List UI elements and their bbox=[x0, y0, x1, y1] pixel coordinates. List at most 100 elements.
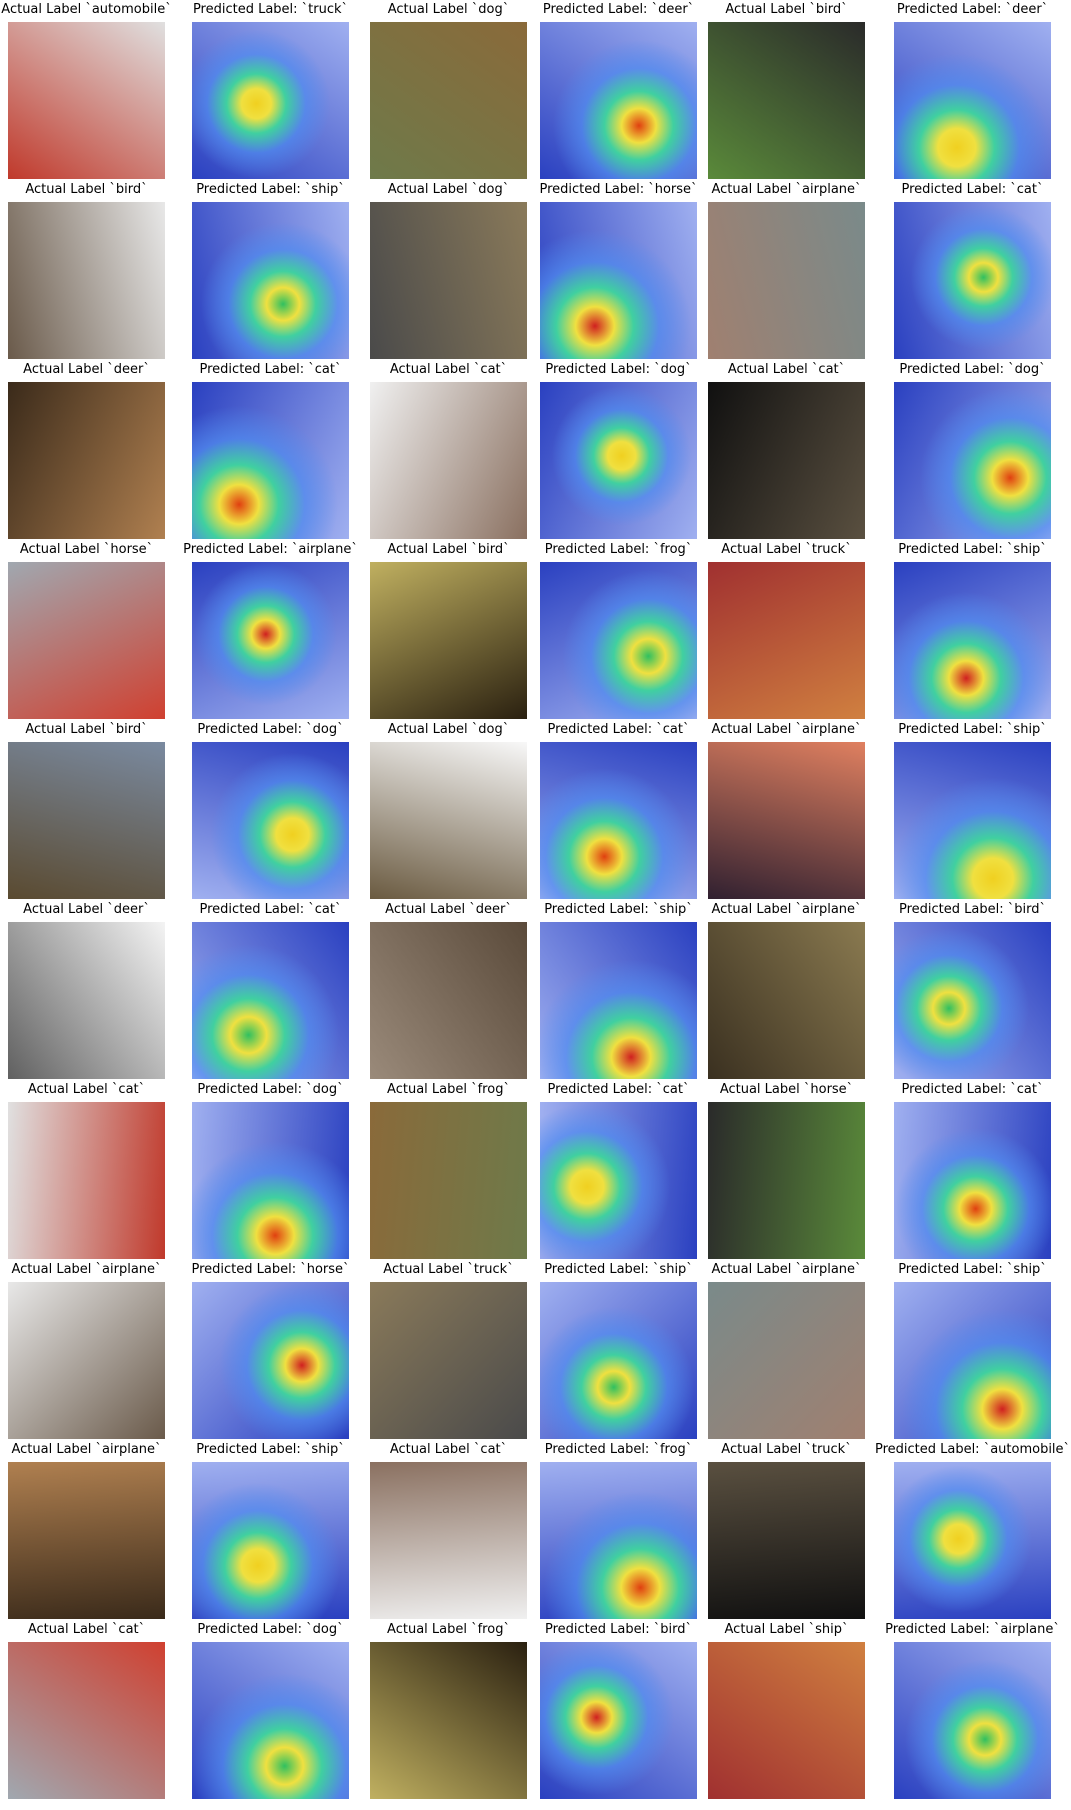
input-image bbox=[8, 202, 165, 359]
input-image bbox=[8, 1642, 165, 1799]
input-image bbox=[708, 382, 865, 539]
gradcam-heatmap bbox=[540, 1462, 697, 1619]
input-image bbox=[370, 382, 527, 539]
input-image bbox=[708, 1282, 865, 1439]
image-title: Predicted Label: `airplane` bbox=[183, 542, 358, 557]
image-title: Predicted Label: `cat` bbox=[901, 1082, 1044, 1097]
image-title: Predicted Label: `deer` bbox=[542, 2, 695, 17]
gradcam-heatmap bbox=[894, 22, 1051, 179]
image-title: Actual Label `automobile` bbox=[1, 2, 172, 17]
image-title: Predicted Label: `horse` bbox=[191, 1262, 350, 1277]
image-title: Actual Label `dog` bbox=[387, 182, 510, 197]
image-title: Actual Label `horse` bbox=[19, 542, 154, 557]
image-title: Actual Label `dog` bbox=[387, 2, 510, 17]
input-image bbox=[370, 922, 527, 1079]
image-title: Actual Label `cat` bbox=[389, 362, 508, 377]
gradcam-heatmap bbox=[540, 742, 697, 899]
image-title: Predicted Label: `dog` bbox=[899, 362, 1046, 377]
image-title: Actual Label `airplane` bbox=[11, 1442, 162, 1457]
image-title: Predicted Label: `cat` bbox=[199, 902, 342, 917]
input-image bbox=[708, 202, 865, 359]
gradcam-heatmap bbox=[540, 1282, 697, 1439]
image-title: Predicted Label: `cat` bbox=[901, 182, 1044, 197]
image-title: Predicted Label: `frog` bbox=[544, 542, 693, 557]
gradcam-heatmap bbox=[894, 922, 1051, 1079]
input-image bbox=[8, 1462, 165, 1619]
image-title: Actual Label `truck` bbox=[383, 1262, 514, 1277]
image-title: Predicted Label: `automobile` bbox=[874, 1442, 1071, 1457]
image-title: Predicted Label: `truck` bbox=[192, 2, 349, 17]
image-title: Actual Label `cat` bbox=[727, 362, 846, 377]
image-title: Actual Label `deer` bbox=[385, 902, 512, 917]
input-image bbox=[370, 1102, 527, 1259]
image-title: Actual Label `airplane` bbox=[11, 1262, 162, 1277]
image-title: Actual Label `deer` bbox=[23, 362, 150, 377]
gradcam-heatmap bbox=[540, 382, 697, 539]
gradcam-heatmap bbox=[192, 382, 349, 539]
gradcam-heatmap bbox=[192, 202, 349, 359]
image-title: Predicted Label: `bird` bbox=[545, 1622, 692, 1637]
input-image bbox=[708, 742, 865, 899]
image-title: Predicted Label: `airplane` bbox=[885, 1622, 1060, 1637]
image-title: Actual Label `bird` bbox=[387, 542, 510, 557]
input-image bbox=[8, 562, 165, 719]
input-image bbox=[370, 562, 527, 719]
image-title: Predicted Label: `dog` bbox=[197, 1082, 344, 1097]
image-title: Actual Label `horse` bbox=[719, 1082, 854, 1097]
image-title: Predicted Label: `cat` bbox=[547, 722, 690, 737]
image-title: Actual Label `frog` bbox=[387, 1082, 510, 1097]
image-title: Predicted Label: `dog` bbox=[197, 722, 344, 737]
gradcam-heatmap bbox=[540, 202, 697, 359]
image-title: Actual Label `airplane` bbox=[711, 722, 862, 737]
image-title: Actual Label `airplane` bbox=[711, 902, 862, 917]
image-title: Predicted Label: `frog` bbox=[544, 1442, 693, 1457]
input-image bbox=[8, 922, 165, 1079]
gradcam-heatmap bbox=[192, 922, 349, 1079]
input-image bbox=[708, 1642, 865, 1799]
gradcam-heatmap bbox=[192, 562, 349, 719]
image-title: Predicted Label: `dog` bbox=[545, 362, 692, 377]
image-title: Actual Label `dog` bbox=[387, 722, 510, 737]
image-title: Actual Label `bird` bbox=[725, 2, 848, 17]
gradcam-heatmap bbox=[192, 1102, 349, 1259]
gradcam-heatmap bbox=[540, 22, 697, 179]
gradcam-heatmap bbox=[540, 562, 697, 719]
image-title: Predicted Label: `bird` bbox=[899, 902, 1046, 917]
gradcam-heatmap bbox=[192, 1282, 349, 1439]
input-image bbox=[8, 742, 165, 899]
gradcam-heatmap bbox=[894, 1102, 1051, 1259]
image-title: Predicted Label: `ship` bbox=[898, 542, 1047, 557]
input-image bbox=[708, 1102, 865, 1259]
input-image bbox=[8, 1102, 165, 1259]
image-title: Predicted Label: `deer` bbox=[896, 2, 1049, 17]
input-image bbox=[708, 922, 865, 1079]
image-title: Actual Label `cat` bbox=[27, 1082, 146, 1097]
gradcam-heatmap bbox=[894, 202, 1051, 359]
gradcam-heatmap bbox=[540, 1642, 697, 1799]
image-title: Predicted Label: `ship` bbox=[544, 1262, 693, 1277]
gradcam-heatmap bbox=[192, 22, 349, 179]
input-image bbox=[370, 202, 527, 359]
gradcam-heatmap bbox=[192, 1462, 349, 1619]
image-title: Actual Label `bird` bbox=[25, 722, 148, 737]
gradcam-heatmap bbox=[894, 1282, 1051, 1439]
image-title: Actual Label `truck` bbox=[721, 542, 852, 557]
gradcam-heatmap bbox=[540, 922, 697, 1079]
gradcam-heatmap bbox=[192, 742, 349, 899]
input-image bbox=[370, 1282, 527, 1439]
gradcam-heatmap bbox=[894, 1642, 1051, 1799]
gradcam-heatmap bbox=[894, 382, 1051, 539]
image-title: Predicted Label: `cat` bbox=[199, 362, 342, 377]
image-title: Actual Label `bird` bbox=[25, 182, 148, 197]
image-title: Predicted Label: `ship` bbox=[196, 1442, 345, 1457]
image-title: Actual Label `cat` bbox=[389, 1442, 508, 1457]
gradcam-heatmap bbox=[540, 1102, 697, 1259]
image-title: Predicted Label: `ship` bbox=[196, 182, 345, 197]
input-image bbox=[708, 562, 865, 719]
image-title: Actual Label `truck` bbox=[721, 1442, 852, 1457]
input-image bbox=[370, 22, 527, 179]
image-title: Predicted Label: `ship` bbox=[898, 722, 1047, 737]
input-image bbox=[370, 1642, 527, 1799]
image-title: Actual Label `airplane` bbox=[711, 1262, 862, 1277]
